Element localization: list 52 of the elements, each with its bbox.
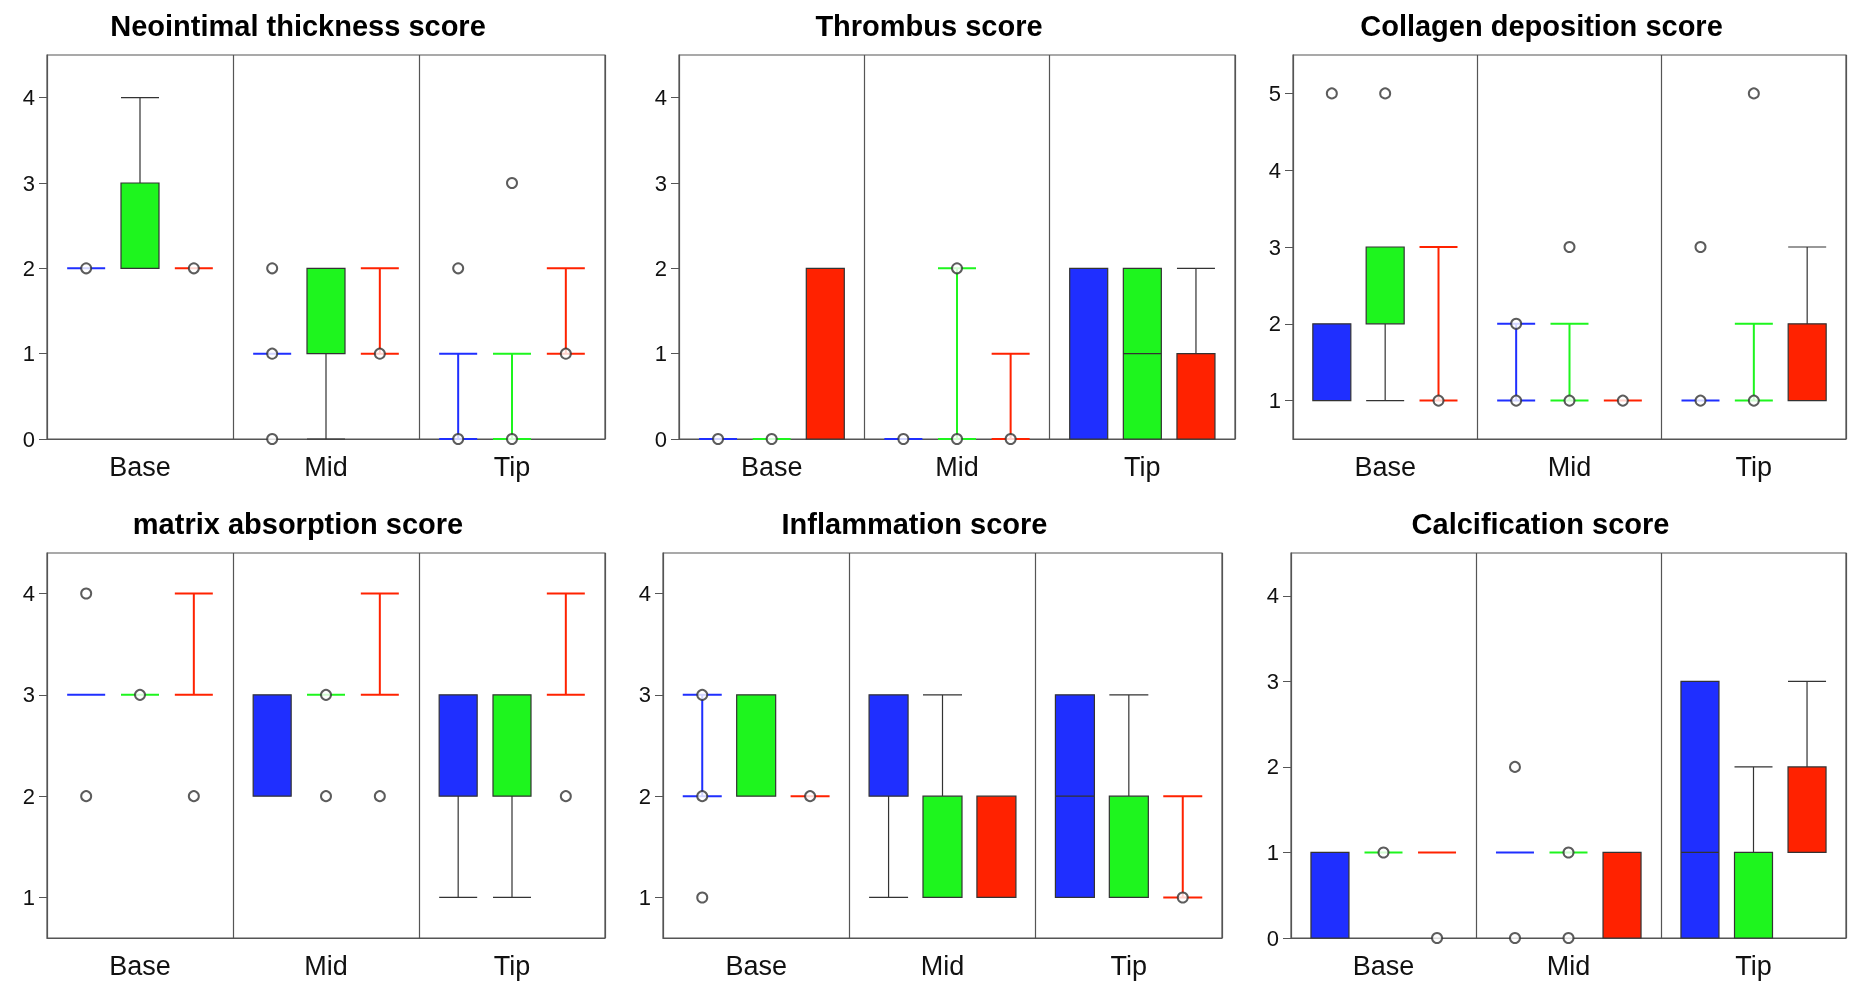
y-tick-label: 3 xyxy=(22,170,35,196)
x-tick-label: Tip xyxy=(493,451,531,482)
x-tick-label: Base xyxy=(1352,950,1415,981)
y-tick-label: 0 xyxy=(654,426,667,452)
x-tick-label: Base xyxy=(1354,451,1416,482)
x-tick-label: Mid xyxy=(304,950,348,981)
y-tick-label: 2 xyxy=(1266,754,1279,780)
y-tick-label: 1 xyxy=(1268,388,1281,414)
y-tick-label: 2 xyxy=(22,783,35,809)
y-tick-label: 0 xyxy=(22,426,35,452)
y-tick-label: 3 xyxy=(22,682,35,708)
y-tick-label: 2 xyxy=(22,255,35,281)
x-tick-label: Mid xyxy=(1546,950,1591,981)
chart-title: Neointimal thickness score xyxy=(110,9,486,42)
y-tick-label: 4 xyxy=(22,85,35,111)
y-tick-label: 4 xyxy=(654,85,667,111)
x-tick-label: Tip xyxy=(1110,950,1148,981)
chart-title: Calcification score xyxy=(1411,507,1670,540)
x-tick-label: Tip xyxy=(1735,451,1773,482)
chart-title: Inflammation score xyxy=(781,507,1048,540)
x-tick-label: Mid xyxy=(935,451,979,482)
y-tick-label: 2 xyxy=(638,783,651,809)
y-tick-label: 1 xyxy=(1266,839,1279,865)
x-tick-label: Mid xyxy=(920,950,965,981)
y-tick-label: 4 xyxy=(1268,157,1281,183)
y-tick-label: 3 xyxy=(638,682,651,708)
x-tick-label: Mid xyxy=(304,451,348,482)
y-tick-label: 3 xyxy=(654,170,667,196)
y-tick-label: 2 xyxy=(1268,311,1281,337)
y-tick-label: 2 xyxy=(654,255,667,281)
y-tick-label: 4 xyxy=(638,581,651,607)
chart-title: Thrombus score xyxy=(815,9,1043,42)
y-tick-label: 1 xyxy=(22,341,35,367)
chart-title: matrix absorption score xyxy=(132,507,464,540)
x-tick-label: Base xyxy=(740,451,803,482)
x-tick-label: Base xyxy=(725,950,787,981)
y-tick-label: 4 xyxy=(1266,583,1279,609)
x-tick-label: Tip xyxy=(493,950,531,981)
y-tick-label: 3 xyxy=(1268,234,1281,260)
y-tick-label: 1 xyxy=(22,884,35,910)
y-tick-label: 3 xyxy=(1266,668,1279,694)
y-tick-label: 4 xyxy=(22,581,35,607)
y-tick-label: 1 xyxy=(638,884,651,910)
y-tick-label: 0 xyxy=(1266,925,1279,951)
chart-title: Collagen deposition score xyxy=(1360,9,1723,42)
x-tick-label: Tip xyxy=(1124,451,1161,482)
x-tick-label: Base xyxy=(109,451,171,482)
x-tick-label: Mid xyxy=(1547,451,1592,482)
x-tick-label: Base xyxy=(109,950,171,981)
y-tick-label: 1 xyxy=(654,341,667,367)
y-tick-label: 5 xyxy=(1268,80,1281,106)
x-tick-label: Tip xyxy=(1735,950,1772,981)
